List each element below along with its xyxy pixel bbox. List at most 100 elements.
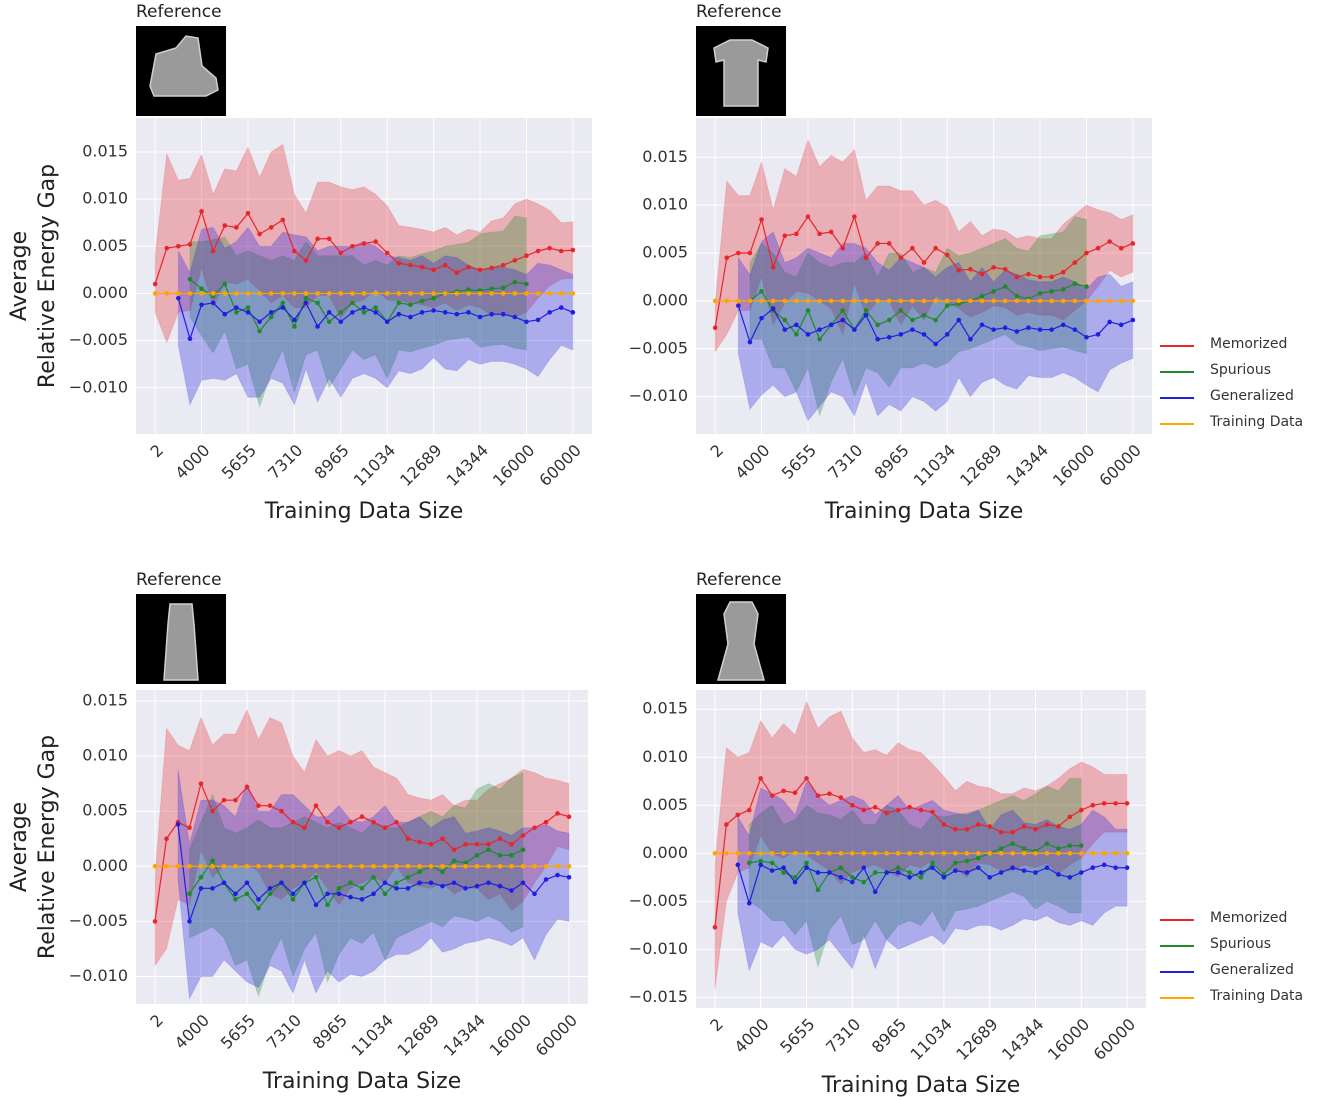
data-point [417, 869, 422, 875]
data-point [1026, 325, 1031, 331]
data-point [991, 289, 996, 294]
data-point [348, 880, 353, 886]
data-point [792, 879, 798, 885]
data-point [817, 327, 822, 332]
data-point [440, 869, 445, 875]
data-point [244, 784, 250, 790]
data-point [303, 258, 309, 263]
data-point [747, 250, 753, 256]
data-point [233, 863, 238, 869]
data-point [477, 314, 483, 320]
data-point [359, 897, 365, 902]
data-point [827, 851, 832, 856]
data-point [898, 332, 904, 337]
data-point [164, 245, 170, 251]
error-band [737, 780, 1128, 973]
data-point [1010, 829, 1015, 835]
data-point [1002, 266, 1008, 272]
data-point [256, 803, 261, 808]
x-tick-label: 5655 [778, 441, 820, 483]
data-point [712, 325, 718, 331]
data-point [712, 298, 718, 304]
data-point [486, 841, 491, 847]
data-point [535, 317, 541, 323]
data-point [431, 267, 436, 273]
data-point [884, 870, 889, 875]
data-point [886, 317, 892, 323]
data-point [210, 291, 216, 296]
subplot: Reference −0.015 −0.010 −0.005 0.000 0.005 0.0… [629, 570, 1303, 1098]
data-point [953, 851, 958, 856]
data-point [1113, 865, 1118, 871]
data-point [520, 863, 526, 869]
data-point [405, 886, 411, 891]
data-point [747, 339, 753, 345]
data-point [164, 863, 169, 869]
y-tick-label: 0.005 [82, 236, 128, 255]
data-point [280, 300, 286, 306]
data-point [152, 291, 158, 296]
data-point [863, 312, 869, 318]
data-point [566, 814, 572, 820]
data-point [500, 311, 506, 317]
data-point [512, 279, 518, 285]
data-point [782, 317, 788, 323]
data-point [396, 260, 402, 266]
data-point [419, 298, 425, 304]
data-point [532, 863, 537, 869]
data-point [257, 328, 262, 334]
data-point [895, 851, 901, 856]
data-point [794, 332, 799, 337]
data-point [477, 291, 483, 296]
data-point [1124, 851, 1130, 856]
data-point [428, 841, 434, 847]
data-point [474, 863, 480, 869]
data-point [512, 291, 518, 296]
data-point [968, 298, 973, 304]
data-point [520, 847, 526, 853]
data-point [454, 311, 460, 317]
x-axis-label: Training Data Size [264, 499, 463, 524]
data-point [431, 308, 436, 313]
data-point [1014, 274, 1020, 280]
data-point [234, 305, 239, 310]
data-point [463, 860, 468, 866]
data-point [875, 241, 880, 246]
x-tick-label: 60000 [532, 1011, 581, 1060]
data-point [290, 863, 296, 869]
data-point [326, 310, 332, 315]
legend-label: Spurious [1210, 362, 1271, 378]
data-point [758, 851, 763, 856]
data-point [884, 810, 889, 816]
data-point [1010, 851, 1015, 856]
data-point [746, 807, 752, 813]
data-point [543, 877, 549, 882]
data-point [1124, 801, 1130, 806]
x-tick-label: 4000 [731, 441, 773, 483]
data-point [850, 802, 855, 808]
data-point [477, 267, 483, 273]
x-tick-label: 60000 [535, 441, 584, 490]
data-point [555, 872, 560, 878]
x-axis-label: Training Data Size [824, 499, 1023, 524]
data-point [979, 293, 985, 299]
data-point [1084, 298, 1089, 304]
data-point [199, 302, 204, 308]
data-point [1130, 298, 1136, 304]
data-point [543, 819, 549, 825]
data-point [500, 291, 506, 296]
data-point [735, 812, 741, 818]
data-point [794, 322, 799, 328]
data-point [500, 285, 506, 291]
data-point [953, 860, 958, 866]
data-point [861, 807, 867, 813]
y-tick-label: 0.000 [642, 843, 688, 862]
data-point [570, 247, 576, 253]
data-point [1079, 807, 1084, 813]
legend-label: Memorized [1210, 910, 1287, 926]
data-point [1095, 245, 1101, 251]
data-point [359, 863, 365, 869]
data-point [872, 851, 878, 856]
data-point [373, 239, 378, 244]
data-point [1044, 865, 1050, 871]
